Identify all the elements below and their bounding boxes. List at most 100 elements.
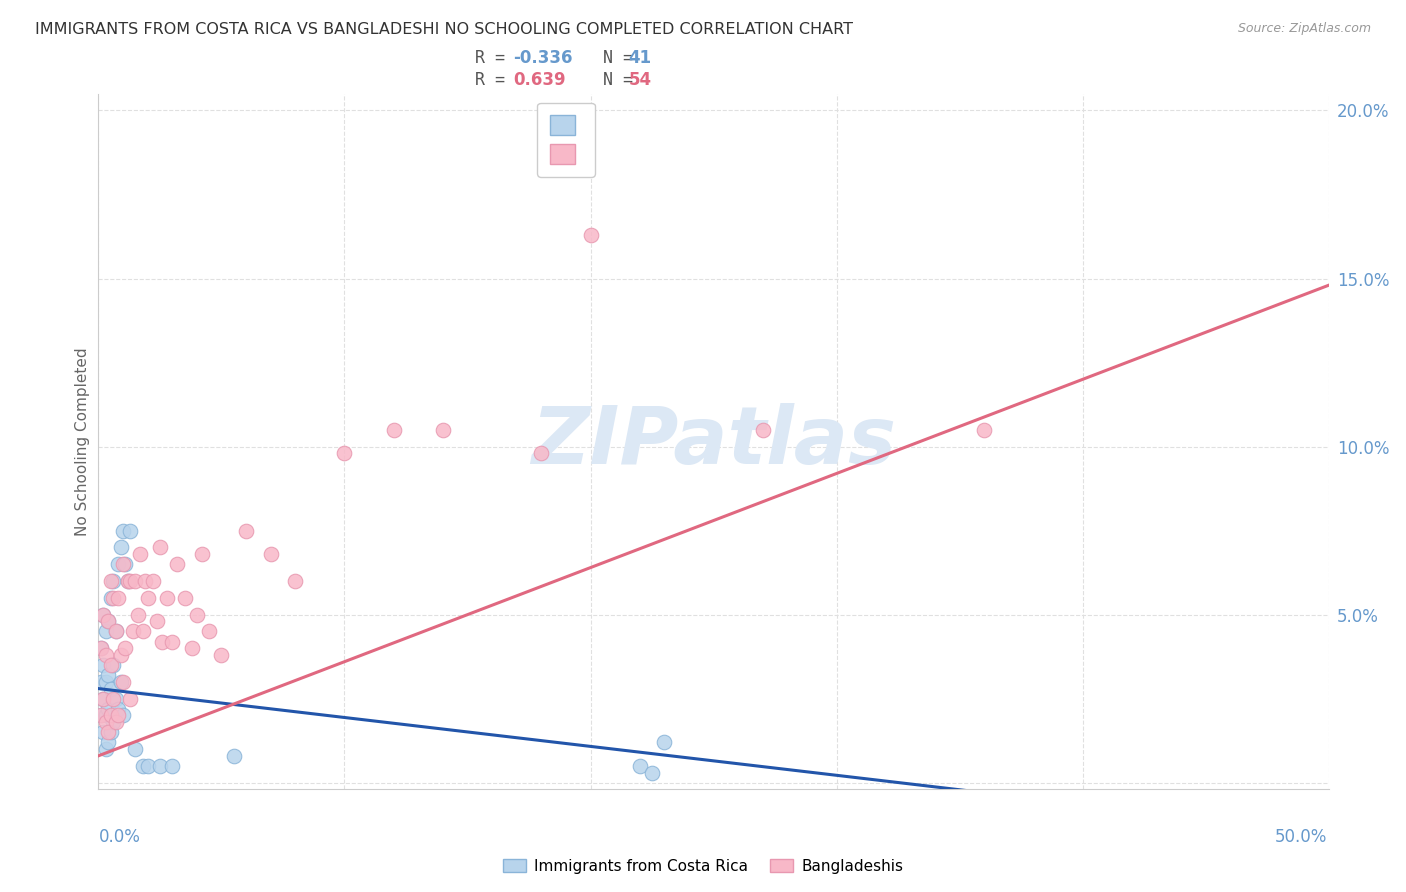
Point: [333, 446, 356, 460]
Text: 0.639: 0.639: [513, 71, 565, 89]
Point: [260, 547, 283, 561]
Point: [641, 765, 664, 780]
Point: [162, 634, 183, 648]
Point: [90, 641, 112, 656]
Text: IMMIGRANTS FROM COSTA RICA VS BANGLADESHI NO SCHOOLING COMPLETED CORRELATION CHA: IMMIGRANTS FROM COSTA RICA VS BANGLADESH…: [35, 22, 853, 37]
Point: [162, 759, 183, 773]
Point: [90, 708, 112, 723]
Point: [122, 624, 145, 639]
Point: [97, 615, 120, 629]
Point: [107, 558, 129, 572]
Point: [191, 547, 214, 561]
Point: [100, 708, 122, 723]
Point: [120, 691, 142, 706]
Legend: , : ,: [537, 103, 595, 177]
Point: [132, 759, 155, 773]
Point: [152, 634, 174, 648]
Point: [107, 702, 129, 716]
Point: [94, 708, 117, 723]
Point: [97, 735, 120, 749]
Text: 50.0%: 50.0%: [1275, 828, 1327, 846]
Point: [107, 591, 129, 605]
Point: [104, 715, 127, 730]
Text: N =: N =: [583, 49, 644, 67]
Point: [124, 574, 146, 588]
Point: [654, 735, 676, 749]
Text: R =: R =: [475, 49, 515, 67]
Point: [198, 624, 221, 639]
Point: [100, 681, 122, 696]
Point: [432, 423, 454, 437]
Point: [93, 691, 115, 706]
Text: -0.336: -0.336: [513, 49, 572, 67]
Point: [93, 725, 115, 739]
Point: [186, 607, 208, 622]
Point: [93, 691, 115, 706]
Point: [112, 558, 135, 572]
Point: [114, 558, 136, 572]
Point: [90, 674, 112, 689]
Point: [100, 725, 122, 739]
Point: [134, 574, 156, 588]
Point: [97, 702, 120, 716]
Text: ZIPatlas: ZIPatlas: [531, 402, 896, 481]
Point: [156, 591, 179, 605]
Point: [211, 648, 233, 662]
Point: [117, 574, 139, 588]
Point: [103, 574, 125, 588]
Point: [382, 423, 405, 437]
Point: [112, 524, 135, 538]
Point: [235, 524, 257, 538]
Point: [104, 691, 127, 706]
Point: [136, 759, 159, 773]
Point: [112, 674, 135, 689]
Point: [129, 547, 152, 561]
Point: [94, 624, 117, 639]
Point: [100, 658, 122, 673]
Point: [120, 524, 142, 538]
Point: [97, 615, 120, 629]
Point: [146, 615, 169, 629]
Point: [97, 725, 120, 739]
Point: [94, 648, 117, 662]
Point: [110, 541, 132, 555]
Point: [149, 759, 172, 773]
Point: [117, 574, 139, 588]
Point: [97, 668, 120, 682]
Point: [752, 423, 775, 437]
Legend: Immigrants from Costa Rica, Bangladeshis: Immigrants from Costa Rica, Bangladeshis: [496, 853, 910, 880]
Point: [104, 624, 127, 639]
Text: 0.0%: 0.0%: [98, 828, 141, 846]
Point: [284, 574, 307, 588]
Text: Source: ZipAtlas.com: Source: ZipAtlas.com: [1237, 22, 1371, 36]
Point: [110, 648, 132, 662]
Point: [90, 708, 112, 723]
Point: [127, 607, 149, 622]
Y-axis label: No Schooling Completed: No Schooling Completed: [75, 347, 90, 536]
Point: [93, 658, 115, 673]
Point: [103, 691, 125, 706]
Point: [166, 558, 188, 572]
Point: [93, 607, 115, 622]
Point: [124, 742, 146, 756]
Point: [530, 446, 553, 460]
Point: [94, 674, 117, 689]
Text: 54: 54: [628, 71, 651, 89]
Point: [90, 641, 112, 656]
Text: 41: 41: [628, 49, 651, 67]
Point: [120, 574, 142, 588]
Point: [181, 641, 204, 656]
Point: [579, 227, 602, 242]
Point: [114, 641, 136, 656]
Point: [94, 742, 117, 756]
Point: [103, 591, 125, 605]
Point: [103, 715, 125, 730]
Point: [112, 708, 135, 723]
Point: [222, 748, 245, 763]
Point: [973, 423, 995, 437]
Point: [93, 607, 115, 622]
Point: [107, 708, 129, 723]
Point: [628, 759, 651, 773]
Point: [132, 624, 155, 639]
Point: [173, 591, 195, 605]
